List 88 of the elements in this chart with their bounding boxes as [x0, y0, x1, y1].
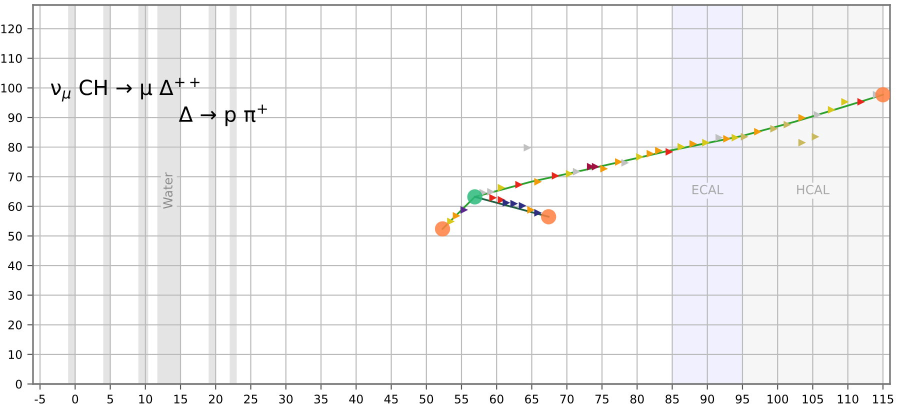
- x-tick-label: 75: [595, 394, 608, 404]
- x-tick-label: 95: [736, 394, 749, 404]
- point: [655, 146, 663, 154]
- x-tick-label: 35: [314, 394, 328, 404]
- point: [572, 168, 581, 176]
- x-tick-label: 80: [630, 394, 644, 404]
- x-tick-label: 25: [244, 394, 258, 404]
- point: [732, 134, 740, 142]
- point: [600, 164, 608, 173]
- point: [784, 120, 792, 128]
- y-tick-label: 120: [1, 24, 22, 34]
- point: [541, 209, 556, 224]
- x-tick-label: 0: [72, 394, 78, 404]
- y-tick-label: 10: [8, 350, 22, 360]
- point: [798, 114, 806, 122]
- point: [857, 98, 866, 106]
- point: [621, 159, 629, 167]
- x-tick-label: 85: [666, 394, 679, 404]
- point: [534, 178, 542, 186]
- band-label: HCAL: [797, 184, 830, 194]
- y-tick-label: 70: [8, 172, 22, 182]
- point: [678, 143, 686, 151]
- point: [646, 150, 654, 158]
- point: [828, 106, 836, 114]
- x-tick-label: 65: [525, 394, 538, 404]
- x-tick-label: 90: [700, 394, 714, 404]
- point: [841, 98, 849, 106]
- point: [518, 202, 526, 210]
- point: [754, 128, 762, 136]
- point: [723, 135, 731, 143]
- x-tick-label: 5: [107, 394, 113, 404]
- x-tick-label: 70: [560, 394, 574, 404]
- point: [534, 209, 542, 217]
- point: [690, 140, 698, 148]
- y-tick-label: 30: [8, 290, 22, 300]
- x-tick-label: 50: [420, 394, 434, 404]
- point: [498, 184, 506, 192]
- y-tick-label: 60: [8, 202, 22, 211]
- point: [740, 132, 748, 141]
- y-tick-label: 110: [1, 54, 22, 63]
- point: [515, 180, 523, 189]
- point: [666, 148, 674, 156]
- band-label: Water: [163, 172, 173, 209]
- x-tick-label: 105: [802, 394, 823, 404]
- point: [452, 212, 460, 220]
- point: [434, 221, 450, 236]
- y-tick-label: 90: [8, 113, 22, 122]
- point: [770, 124, 778, 133]
- y-tick-label: 80: [8, 142, 22, 152]
- x-tick-label: 110: [838, 394, 858, 404]
- point: [812, 132, 820, 141]
- point: [467, 189, 482, 204]
- point: [552, 172, 560, 180]
- point: [502, 198, 510, 207]
- x-tick-label: 40: [349, 394, 363, 404]
- point: [702, 138, 710, 146]
- y-tick-label: 20: [8, 320, 22, 330]
- point: [487, 188, 495, 196]
- point: [636, 153, 644, 161]
- x-tick-label: 100: [768, 394, 788, 404]
- point: [716, 134, 724, 142]
- band-label: ECAL: [692, 184, 724, 194]
- x-tick-label: 20: [208, 394, 222, 404]
- point: [798, 138, 806, 146]
- x-tick-label: 10: [139, 394, 152, 404]
- annotation: Δ → p π$^{+}$: [178, 104, 267, 126]
- y-tick-label: 40: [8, 261, 22, 270]
- point: [592, 162, 600, 170]
- point: [489, 194, 497, 202]
- x-tick-label: -5: [34, 394, 45, 404]
- y-tick-label: 100: [1, 84, 22, 93]
- point: [566, 170, 574, 178]
- point: [510, 200, 518, 208]
- x-tick-label: 15: [174, 394, 187, 404]
- x-tick-label: 55: [454, 394, 468, 404]
- point: [460, 206, 468, 214]
- y-tick-label: 0: [16, 380, 22, 389]
- y-tick-label: 50: [8, 232, 22, 241]
- point: [875, 87, 890, 102]
- point: [814, 111, 822, 119]
- point: [527, 206, 535, 214]
- point: [524, 144, 532, 152]
- x-tick-label: 115: [873, 394, 894, 404]
- point: [447, 218, 455, 226]
- annotation: ν$_{μ}$ CH → μ Δ$^{++}$: [50, 78, 200, 102]
- x-tick-label: 60: [490, 394, 504, 404]
- x-tick-label: 45: [384, 394, 398, 404]
- x-tick-label: 30: [279, 394, 293, 404]
